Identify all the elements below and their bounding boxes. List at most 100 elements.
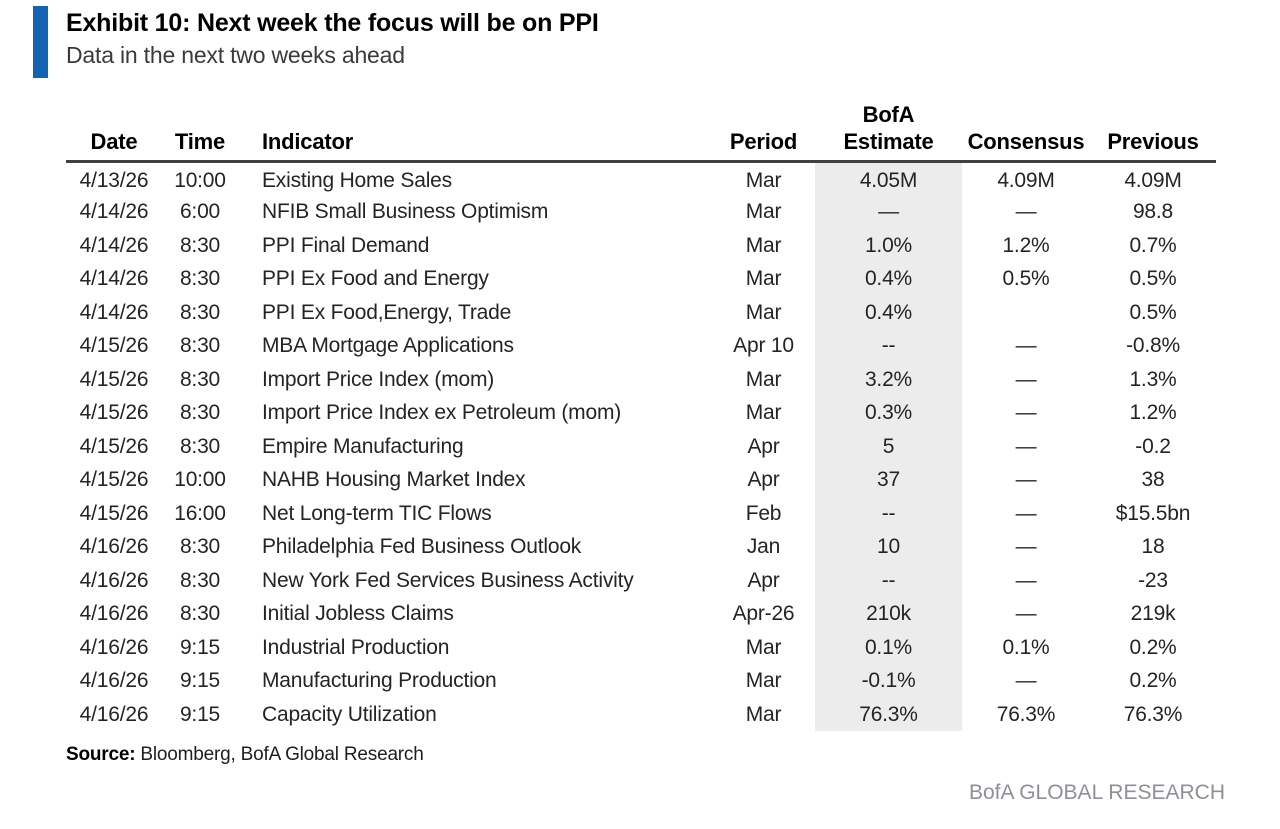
- table-row: 4/15/26 16:00 Net Long-term TIC Flows Feb --…: [66, 496, 1216, 531]
- cell-period: Apr: [747, 434, 780, 458]
- cell-estimate: 0.4%: [815, 262, 962, 296]
- cell-previous: 1.3%: [1129, 367, 1177, 391]
- column-header-indicator-label: Indicator: [262, 129, 354, 154]
- column-header-time-top: [162, 102, 238, 129]
- cell-estimate: 3.2%: [815, 362, 962, 397]
- cell-consensus: —: [1015, 334, 1037, 358]
- column-header-bofa-estimate-label: Estimate: [843, 129, 934, 154]
- cell-consensus: —: [1015, 401, 1037, 425]
- cell-estimate: --: [815, 329, 962, 363]
- cell-consensus: —: [1015, 535, 1037, 559]
- cell-consensus: 4.09M: [997, 168, 1055, 192]
- table-row: 4/16/26 9:15 Capacity Utilization Mar 76.3% 7…: [66, 697, 1216, 732]
- cell-time: 10:00: [174, 168, 226, 192]
- cell-previous: 0.2%: [1129, 669, 1177, 693]
- column-header-date-top: [66, 102, 162, 129]
- cell-date: 4/15/26: [79, 334, 149, 358]
- table-row: 4/15/26 8:30 MBA Mortgage Applications Apr …: [66, 329, 1216, 363]
- cell-date: 4/16/26: [79, 702, 149, 726]
- column-header-time-label: Time: [174, 129, 226, 154]
- column-header-consensus: Consensus: [962, 102, 1090, 164]
- exhibit-header: Exhibit 10: Next week the focus will be …: [33, 6, 1280, 78]
- cell-date: 4/16/26: [79, 669, 149, 693]
- cell-consensus: —: [1015, 200, 1037, 224]
- cell-time: 8:30: [179, 300, 221, 324]
- cell-indicator: Industrial Production: [262, 635, 450, 659]
- cell-estimate: 10: [815, 530, 962, 564]
- table-row: 4/16/26 9:15 Industrial Production Mar 0.1% 0…: [66, 630, 1216, 665]
- cell-previous: $15.5bn: [1115, 501, 1191, 525]
- table-row: 4/16/26 8:30 Philadelphia Fed Business Out…: [66, 530, 1216, 564]
- table-row: 4/16/26 8:30 New York Fed Services Busines…: [66, 563, 1216, 598]
- cell-date: 4/15/26: [79, 434, 149, 458]
- exhibit-title-block: Exhibit 10: Next week the focus will be …: [66, 6, 599, 78]
- brand-watermark: BofA GLOBAL RESEARCH: [969, 781, 1225, 804]
- cell-consensus: —: [1015, 501, 1037, 525]
- cell-previous: 0.5%: [1129, 267, 1177, 291]
- cell-time: 8:30: [179, 535, 221, 559]
- cell-period: Apr-26: [732, 602, 795, 626]
- cell-consensus: 76.3%: [996, 702, 1056, 726]
- table-row: 4/15/26 8:30 Empire Manufacturing Apr 5 — -0.2: [66, 429, 1216, 464]
- cell-estimate: 76.3%: [815, 697, 962, 732]
- cell-indicator: Import Price Index (mom): [262, 367, 495, 391]
- cell-time: 8:30: [179, 233, 221, 257]
- column-header-period-top: [712, 102, 815, 129]
- cell-date: 4/16/26: [79, 568, 149, 592]
- cell-estimate: -0.1%: [815, 664, 962, 698]
- cell-period: Mar: [745, 401, 782, 425]
- cell-time: 9:15: [179, 635, 221, 659]
- cell-time: 8:30: [179, 568, 221, 592]
- table-row: 4/13/26 10:00 Existing Home Sales Mar 4.05M 4…: [66, 161, 1216, 196]
- table-row: 4/16/26 9:15 Manufacturing Production Mar -0…: [66, 664, 1216, 698]
- source-text: Bloomberg, BofA Global Research: [135, 744, 424, 766]
- column-header-date-label: Date: [90, 129, 138, 154]
- cell-date: 4/15/26: [79, 401, 149, 425]
- cell-period: Mar: [745, 669, 782, 693]
- table-header: Date Time Indicator Period BofA Estimate: [66, 102, 1216, 164]
- cell-indicator: Initial Jobless Claims: [262, 602, 454, 626]
- column-header-period-label: Period: [729, 129, 798, 154]
- cell-indicator: PPI Final Demand: [262, 233, 430, 257]
- cell-indicator: Empire Manufacturing: [262, 434, 464, 458]
- column-header-previous: Previous: [1090, 102, 1216, 164]
- cell-time: 8:30: [179, 434, 221, 458]
- cell-consensus: —: [1015, 367, 1037, 391]
- cell-date: 4/14/26: [79, 300, 149, 324]
- table-row: 4/15/26 8:30 Import Price Index (mom) Mar 3.…: [66, 362, 1216, 397]
- cell-date: 4/16/26: [79, 602, 149, 626]
- cell-date: 4/15/26: [79, 501, 149, 525]
- cell-time: 8:30: [179, 367, 221, 391]
- cell-indicator: New York Fed Services Business Activity: [262, 568, 634, 592]
- cell-time: 8:30: [179, 602, 221, 626]
- cell-estimate: 1.0%: [815, 228, 962, 263]
- cell-time: 10:00: [174, 468, 226, 492]
- cell-period: Mar: [745, 168, 782, 192]
- cell-indicator: Import Price Index ex Petroleum (mom): [262, 401, 622, 425]
- cell-period: Mar: [745, 367, 782, 391]
- source-line: Source: Bloomberg, BofA Global Research: [66, 744, 1280, 766]
- column-header-indicator: Indicator: [238, 102, 712, 164]
- cell-date: 4/15/26: [79, 468, 149, 492]
- cell-consensus: —: [1015, 669, 1037, 693]
- column-header-previous-top: [1090, 102, 1216, 129]
- column-header-consensus-label: Consensus: [967, 129, 1085, 154]
- cell-time: 9:15: [179, 669, 221, 693]
- cell-date: 4/14/26: [79, 200, 149, 224]
- column-header-bofa-estimate: BofA Estimate: [815, 102, 962, 164]
- document-page: Exhibit 10: Next week the focus will be …: [0, 6, 1280, 829]
- cell-previous: -23: [1138, 568, 1168, 592]
- cell-date: 4/16/26: [79, 535, 149, 559]
- cell-indicator: Net Long-term TIC Flows: [262, 501, 492, 525]
- table-row: 4/14/26 8:30 PPI Ex Food and Energy Mar 0.4%…: [66, 262, 1216, 296]
- exhibit-title: Exhibit 10: Next week the focus will be …: [66, 9, 599, 37]
- cell-previous: 18: [1141, 535, 1165, 559]
- column-header-bofa-estimate-top: BofA: [862, 102, 915, 127]
- cell-previous: -0.2: [1135, 434, 1171, 458]
- cell-period: Apr 10: [733, 334, 794, 358]
- cell-time: 8:30: [179, 267, 221, 291]
- cell-estimate: --: [815, 563, 962, 598]
- cell-period: Jan: [746, 535, 781, 559]
- table-row: 4/14/26 6:00 NFIB Small Business Optimism M…: [66, 195, 1216, 229]
- cell-period: Mar: [745, 233, 782, 257]
